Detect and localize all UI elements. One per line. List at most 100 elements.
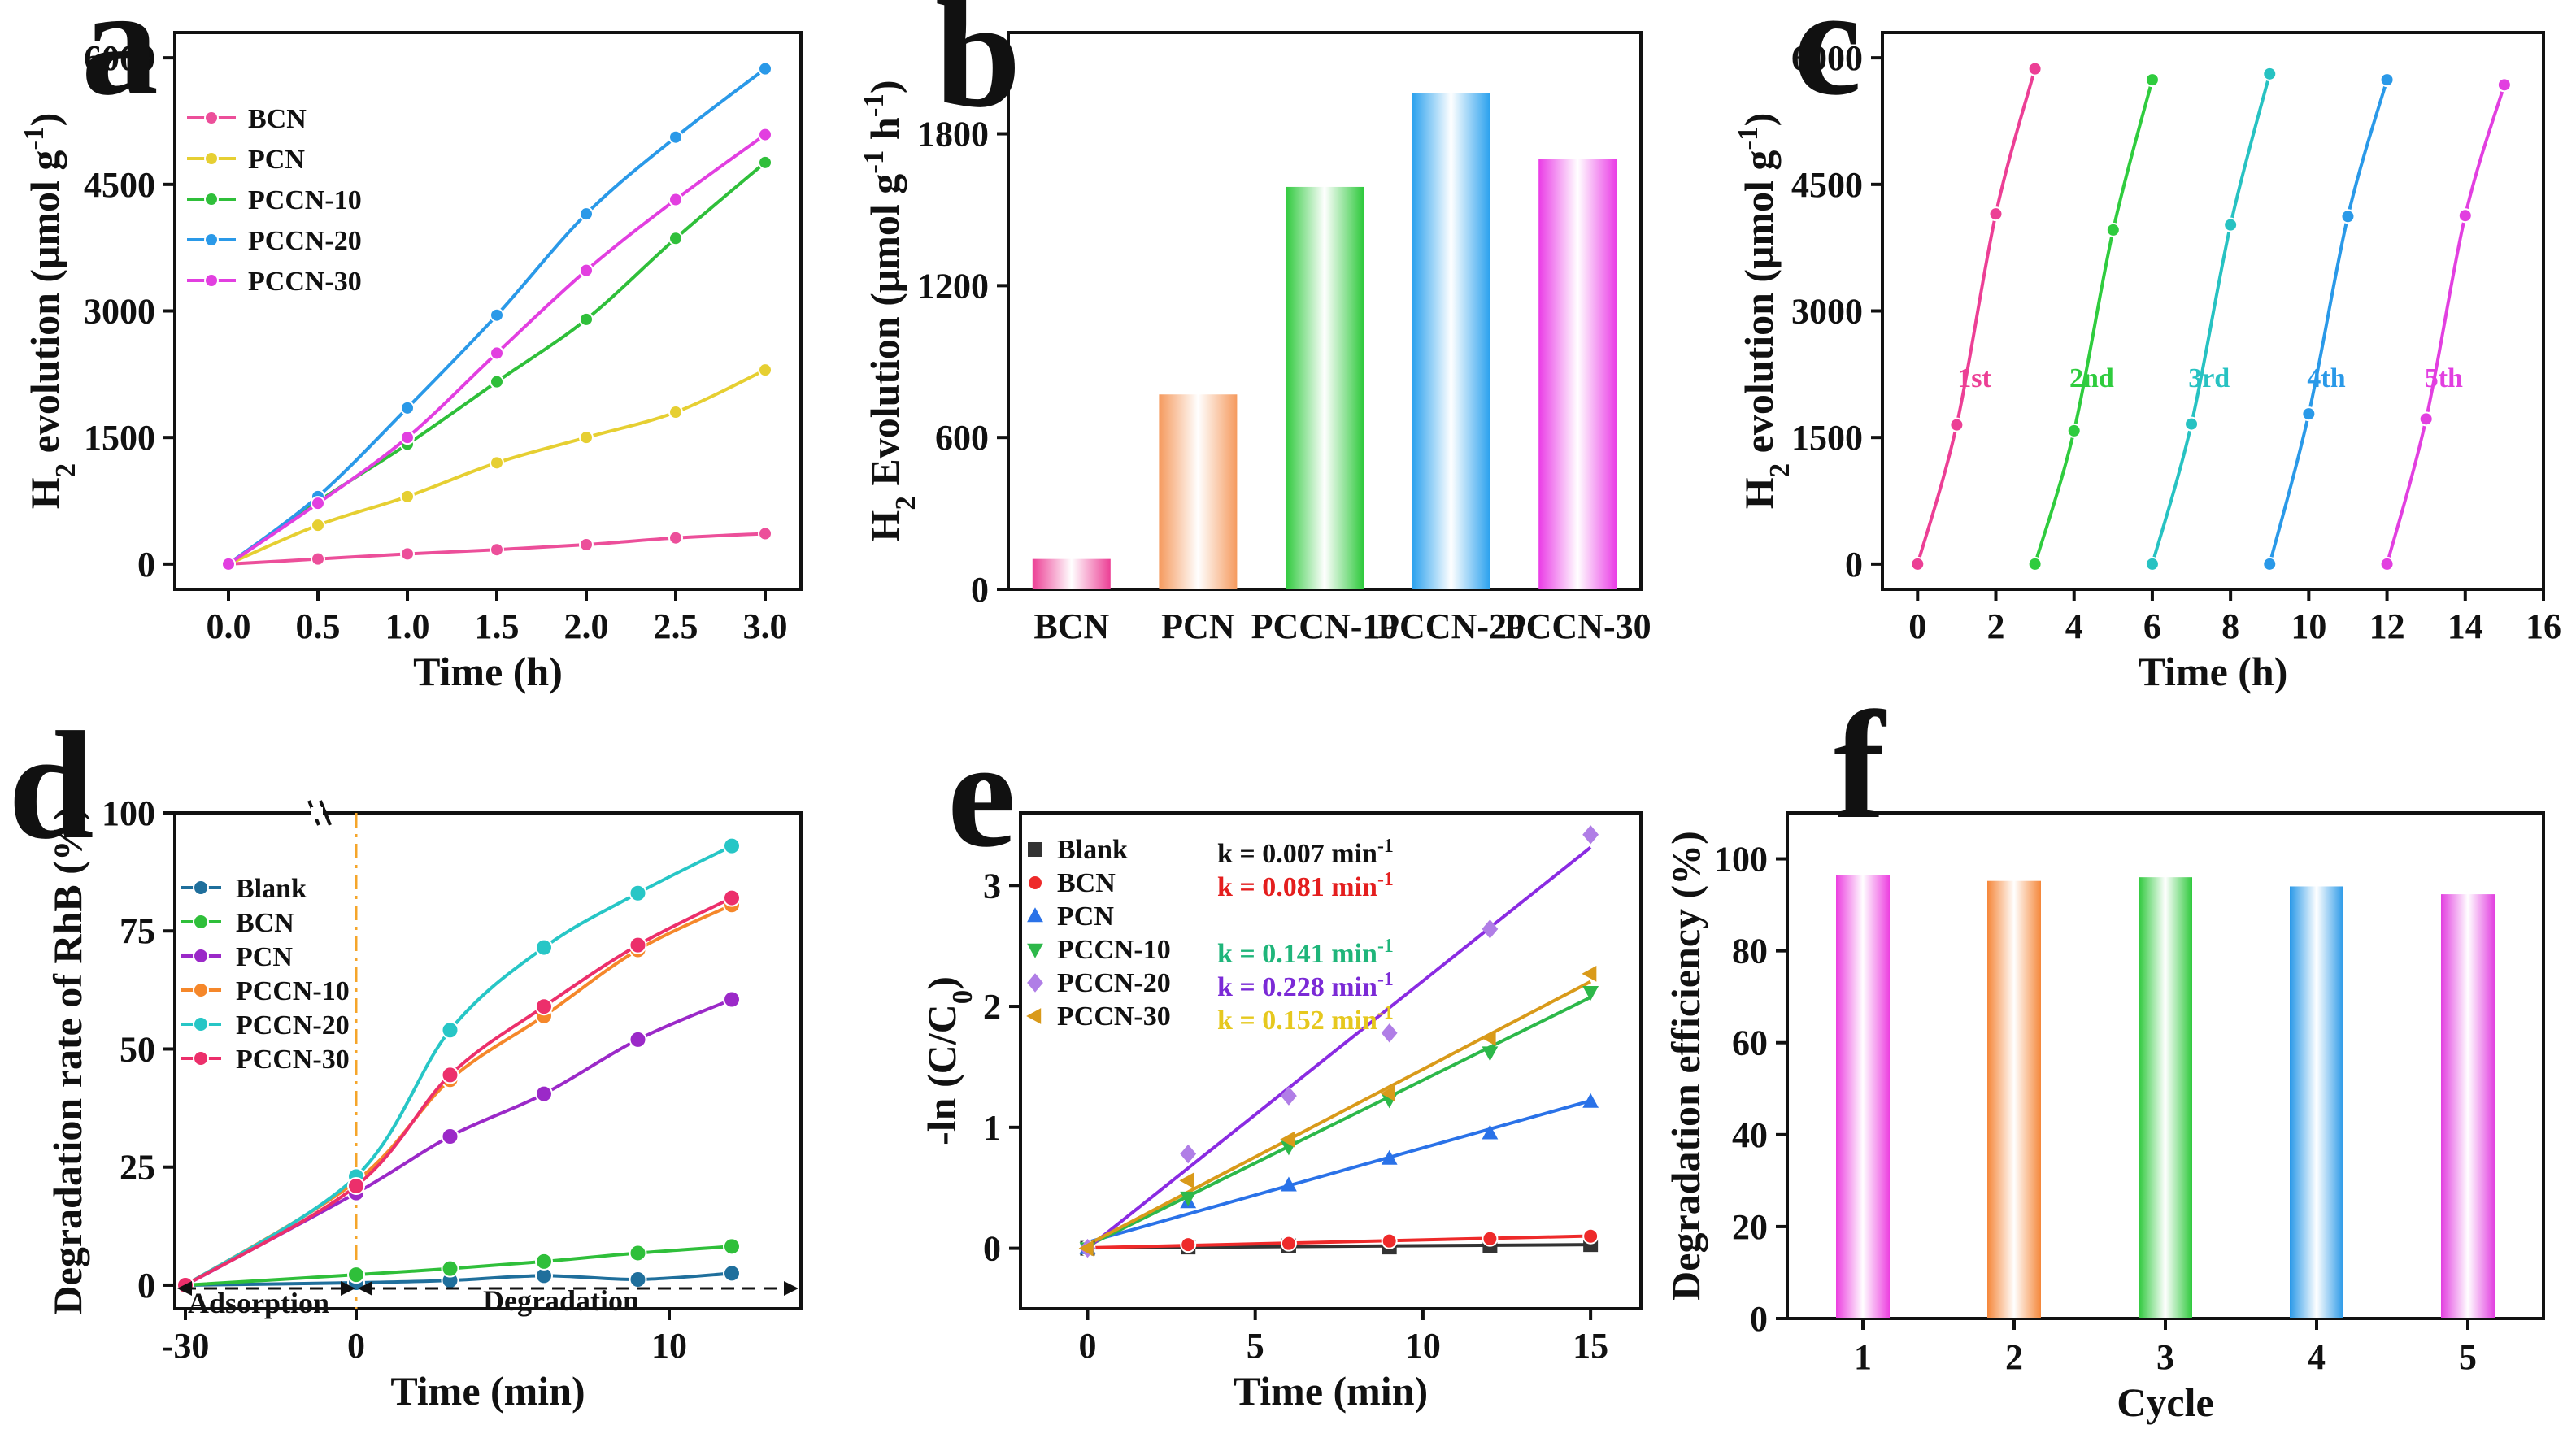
x-tick-label: 1.5: [475, 606, 520, 646]
legend-marker-BCN: [1027, 875, 1043, 891]
data-point-PCCN-20: [490, 307, 504, 323]
legend-marker-Blank: [1028, 842, 1042, 857]
rate-constant-Blank: k = 0.007 min-1: [1217, 836, 1394, 869]
data-point-PCN: [490, 455, 504, 471]
y-tick-label: 1200: [917, 266, 989, 306]
data-point-PCCN-20: [629, 884, 647, 902]
x-axis-label: Time (min): [1234, 1368, 1428, 1414]
data-point-BCN: [535, 1252, 553, 1271]
bar-PCN: [1159, 394, 1238, 589]
data-point-BCN: [347, 1266, 365, 1284]
data-point-BCN: [723, 1237, 741, 1256]
x-axis-label: Time (h): [2139, 649, 2288, 694]
data-point-PCCN-10: [490, 374, 504, 389]
data-point-2nd: [2066, 423, 2082, 438]
legend-label-PCCN-10: PCCN-10: [1057, 935, 1171, 965]
x-tick-label: 0: [1908, 606, 1926, 646]
data-point-4th: [2262, 556, 2278, 571]
data-point-PCCN-30: [400, 430, 415, 445]
data-point-PCCN-20: [1281, 1086, 1297, 1106]
data-point-5th: [2496, 77, 2512, 93]
x-tick-label: 15: [1573, 1326, 1608, 1366]
y-tick-label: 0: [137, 1266, 155, 1305]
data-point-PCN: [629, 1030, 647, 1049]
data-point-PCCN-10: [579, 311, 594, 327]
y-tick-label: 0: [137, 545, 155, 584]
data-point-PCCN-20: [668, 129, 683, 145]
y-tick-label: 4500: [84, 165, 155, 205]
y-axis-label: H2 evolution (μmol g-1): [1732, 113, 1795, 510]
y-tick-label: 1500: [1791, 418, 1863, 458]
x-tick-label: 0.0: [207, 606, 251, 646]
y-tick-label: 40: [1732, 1115, 1768, 1155]
data-point-PCCN-20: [1180, 1144, 1197, 1164]
cycle-label-3rd: 3rd: [2188, 363, 2230, 393]
data-point-PCCN-20: [758, 61, 772, 76]
legend-label-PCCN-10: PCCN-10: [236, 976, 350, 1006]
y-tick-label: 0: [983, 1229, 1001, 1269]
panel-label-d: d: [8, 701, 94, 871]
legend-label-Blank: Blank: [1057, 835, 1128, 865]
x-tick-label: 16: [2526, 606, 2561, 646]
data-point-PCN: [1381, 1149, 1398, 1165]
arrow-head: [358, 1281, 372, 1296]
data-point-PCN: [579, 430, 594, 445]
rate-constant-PCCN-30: k = 0.152 min-1: [1217, 1002, 1394, 1036]
cycle-line-2nd: [2033, 79, 2154, 565]
cycle-label-5th: 5th: [2425, 363, 2463, 393]
data-point-BCN: [629, 1244, 647, 1262]
y-tick-label: 3000: [1791, 292, 1863, 332]
data-point-4th: [2301, 406, 2317, 422]
data-point-PCCN-30: [1179, 1172, 1194, 1189]
legend-label-PCCN-30: PCCN-30: [1057, 1001, 1171, 1032]
y-tick-label: 0: [1750, 1299, 1768, 1339]
x-tick-label: 4: [2308, 1337, 2326, 1377]
x-tick-label: PCCN-30: [1504, 606, 1651, 646]
data-point-PCCN-20: [1381, 1023, 1398, 1043]
legend-label-PCCN-10: PCCN-10: [248, 185, 362, 215]
x-tick-label: 2.5: [654, 606, 698, 646]
data-point-PCN: [1281, 1176, 1297, 1192]
data-point-PCCN-10: [1180, 1191, 1197, 1206]
data-point-PCCN-30: [311, 496, 325, 511]
y-tick-label: 2: [983, 987, 1001, 1027]
x-tick-label: 2: [2005, 1337, 2023, 1377]
x-tick-label: 2: [1987, 606, 2005, 646]
legend-label-Blank: Blank: [236, 874, 307, 904]
x-tick-label: 10: [651, 1326, 687, 1366]
data-point-BCN: [400, 546, 415, 562]
legend-label-PCCN-20: PCCN-20: [248, 226, 362, 256]
data-point-PCCN-20: [535, 938, 553, 957]
data-point-PCN: [400, 489, 415, 504]
legend-label-PCCN-30: PCCN-30: [236, 1045, 350, 1075]
legend-label-PCCN-30: PCCN-30: [248, 267, 362, 297]
data-point-PCCN-30: [1078, 1240, 1094, 1257]
y-tick-label: 3: [983, 866, 1001, 906]
data-point-PCCN-20: [441, 1021, 459, 1040]
cycle-line-3rd: [2151, 73, 2272, 565]
legend-marker-PCN: [204, 151, 219, 166]
data-point-PCCN-30: [758, 127, 772, 142]
legend-marker-PCCN-20: [204, 232, 219, 247]
data-point-PCN: [1582, 1093, 1599, 1108]
arrow-head: [784, 1281, 798, 1296]
axes-frame: [1019, 811, 1643, 1310]
fit-line-PCCN-30: [1086, 980, 1592, 1246]
rate-constant-PCCN-20: k = 0.228 min-1: [1217, 969, 1394, 1002]
legend-marker-PCCN-10: [193, 982, 209, 998]
x-tick-label: 10: [2291, 606, 2326, 646]
panel-label-f: f: [1834, 680, 1887, 851]
bar-PCCN-30: [1538, 159, 1617, 589]
axis-break-gap: [311, 807, 323, 819]
data-point-PCCN-30: [723, 888, 741, 907]
data-point-PCCN-20: [579, 206, 594, 222]
y-tick-label: 1800: [917, 115, 989, 154]
legend-label-BCN: BCN: [1057, 868, 1116, 898]
legend-marker-PCN: [1027, 907, 1043, 923]
legend-marker-PCCN-20: [1027, 973, 1043, 993]
bar-BCN: [1032, 558, 1111, 589]
y-tick-label: 6000: [84, 38, 155, 78]
legend-marker-PCCN-30: [204, 273, 219, 288]
